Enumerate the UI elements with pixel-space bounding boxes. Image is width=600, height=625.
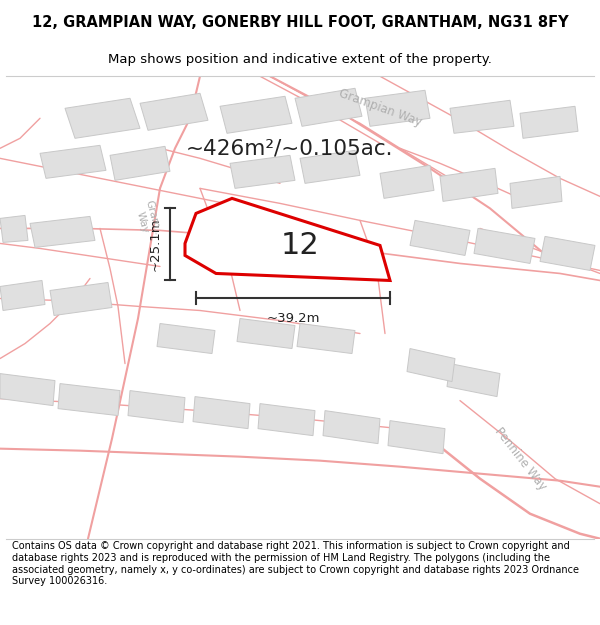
Polygon shape — [237, 319, 295, 349]
Polygon shape — [65, 98, 140, 138]
Polygon shape — [230, 156, 295, 188]
Polygon shape — [300, 151, 360, 183]
Text: ~39.2m: ~39.2m — [266, 311, 320, 324]
Polygon shape — [447, 364, 500, 397]
Polygon shape — [0, 374, 55, 406]
Polygon shape — [323, 411, 380, 444]
Text: Contains OS data © Crown copyright and database right 2021. This information is : Contains OS data © Crown copyright and d… — [12, 541, 579, 586]
Polygon shape — [540, 236, 595, 271]
Polygon shape — [297, 324, 355, 354]
Polygon shape — [30, 216, 95, 248]
Text: ~426m²/~0.105ac.: ~426m²/~0.105ac. — [186, 138, 394, 158]
Polygon shape — [220, 96, 292, 133]
Polygon shape — [157, 324, 215, 354]
Polygon shape — [40, 146, 106, 178]
Polygon shape — [185, 198, 390, 281]
Polygon shape — [388, 421, 445, 454]
Polygon shape — [140, 93, 208, 130]
Polygon shape — [410, 221, 470, 256]
Polygon shape — [510, 176, 562, 208]
Polygon shape — [193, 397, 250, 429]
Polygon shape — [258, 404, 315, 436]
Polygon shape — [0, 281, 45, 311]
Polygon shape — [110, 146, 170, 181]
Text: Grampian Way: Grampian Way — [337, 88, 423, 129]
Polygon shape — [50, 282, 112, 316]
Text: ~25.1m: ~25.1m — [149, 217, 162, 271]
Text: Map shows position and indicative extent of the property.: Map shows position and indicative extent… — [108, 53, 492, 66]
Polygon shape — [520, 106, 578, 138]
Text: Pennine Way: Pennine Way — [491, 425, 548, 493]
Polygon shape — [450, 100, 514, 133]
Polygon shape — [128, 391, 185, 422]
Text: 12, GRAMPIAN WAY, GONERBY HILL FOOT, GRANTHAM, NG31 8FY: 12, GRAMPIAN WAY, GONERBY HILL FOOT, GRA… — [32, 16, 568, 31]
Polygon shape — [380, 166, 434, 198]
Polygon shape — [365, 90, 430, 126]
Polygon shape — [295, 88, 362, 126]
Polygon shape — [407, 349, 455, 382]
Text: 12: 12 — [281, 231, 319, 260]
Polygon shape — [440, 168, 498, 201]
Polygon shape — [474, 228, 535, 264]
Polygon shape — [58, 384, 120, 416]
Text: Gram...
Way: Gram... Way — [133, 199, 163, 242]
Polygon shape — [0, 216, 28, 242]
